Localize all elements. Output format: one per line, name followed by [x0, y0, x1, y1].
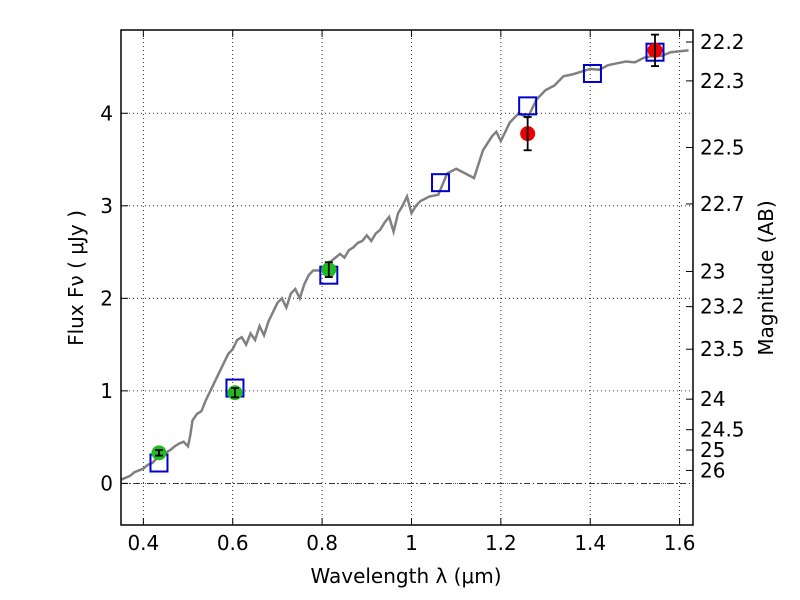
x-tick-label: 1.6 [664, 531, 696, 555]
model-photometry-square [582, 63, 602, 83]
x-tick-label: 0.8 [306, 531, 338, 555]
model-photometry-square [518, 96, 538, 116]
grid [121, 30, 693, 525]
x-axis-label: Wavelength λ (μm) [310, 564, 501, 588]
mag-tick-label: 22.3 [700, 69, 745, 93]
mag-tick-label: 23.2 [700, 295, 745, 319]
y-tick-label: 2 [100, 286, 113, 310]
y-tick-label: 4 [100, 101, 113, 125]
model-photometry-square [431, 173, 451, 193]
mag-tick-label: 24.5 [700, 418, 745, 442]
x-tick-label: 0.6 [217, 531, 249, 555]
mag-tick-label: 23 [700, 259, 725, 283]
y-tick-label: 0 [100, 471, 113, 495]
data-marks [149, 33, 665, 473]
y-axis-label: Flux Fν ( μJy ) [64, 210, 88, 346]
mag-tick-label: 24 [700, 387, 725, 411]
plot-frame [120, 29, 694, 526]
y-axis-right-label: Magnitude (AB) [754, 200, 778, 355]
mag-tick-label: 23.5 [700, 337, 745, 361]
mag-tick-label: 26 [700, 458, 725, 482]
x-tick-label: 1.4 [574, 531, 606, 555]
y-tick-label: 3 [100, 194, 113, 218]
x-tick-label: 0.4 [127, 531, 159, 555]
model-spectrum-line [120, 49, 689, 481]
x-tick-label: 1.2 [485, 531, 517, 555]
axis-ticks: 0.4 0.6 0.8 1 1.2 1.4 1.60123422.222.322.522.7… [100, 30, 745, 555]
mag-tick-label: 22.5 [700, 136, 745, 160]
mag-tick-label: 25 [700, 438, 725, 462]
y-tick-label: 1 [100, 379, 113, 403]
mag-tick-label: 22.2 [700, 30, 745, 54]
mag-tick-label: 22.7 [700, 192, 745, 216]
x-tick-label: 1 [405, 531, 418, 555]
